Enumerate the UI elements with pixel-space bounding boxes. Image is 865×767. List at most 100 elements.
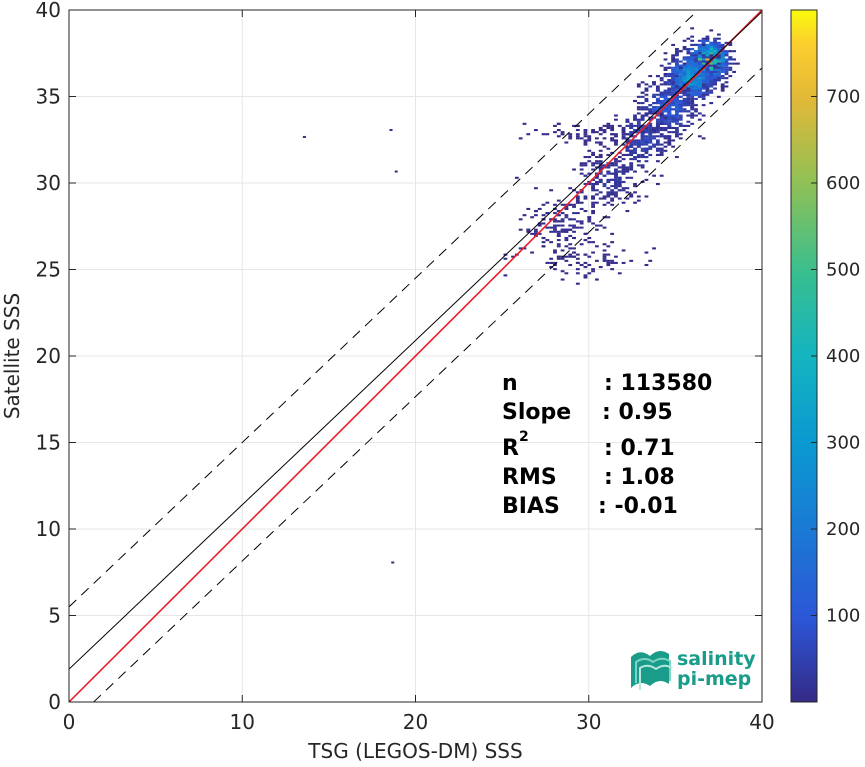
density-cell — [705, 83, 710, 86]
density-cell — [636, 106, 641, 109]
density-cell — [587, 160, 592, 163]
density-cell — [667, 112, 672, 115]
density-cell — [560, 203, 565, 206]
density-cell — [655, 93, 660, 96]
density-cell — [610, 199, 615, 202]
density-cell — [636, 124, 641, 127]
density-cell — [724, 77, 729, 80]
density-cell — [709, 68, 714, 71]
density-cell — [697, 135, 702, 138]
density-cell — [686, 110, 691, 113]
density-cell — [587, 139, 592, 142]
density-cell — [682, 83, 687, 86]
density-cell — [633, 191, 637, 194]
density-cell — [709, 62, 714, 65]
density-cell — [648, 131, 653, 134]
density-cell — [553, 268, 557, 271]
density-cell — [572, 224, 576, 227]
density-cell — [568, 135, 573, 138]
density-cell — [610, 151, 615, 154]
density-cell — [686, 50, 691, 53]
density-cell — [686, 120, 691, 123]
density-cell — [591, 183, 595, 186]
density-cell — [556, 234, 561, 237]
density-cell — [625, 137, 630, 140]
density-cell — [671, 91, 676, 94]
density-cell — [678, 85, 683, 88]
density-cell — [663, 93, 668, 96]
density-cell — [644, 89, 649, 92]
density-cell — [678, 137, 683, 140]
density-cell — [732, 70, 737, 73]
density-cell — [655, 147, 660, 150]
density-cell — [655, 149, 660, 152]
density-cell — [534, 129, 538, 132]
density-cell — [625, 141, 630, 144]
density-cell — [575, 191, 580, 194]
density-cell — [705, 54, 710, 57]
density-cell — [579, 191, 584, 194]
density-cell — [659, 147, 664, 150]
density-cell — [675, 58, 679, 61]
density-cell — [709, 83, 714, 86]
density-cell — [716, 77, 721, 80]
density-cell — [720, 85, 725, 88]
density-cell — [644, 129, 649, 132]
density-cell — [579, 220, 584, 223]
density-cell — [663, 120, 668, 123]
density-cell — [621, 126, 626, 130]
density-cell — [556, 214, 561, 217]
density-cell — [530, 216, 535, 219]
density-cell — [556, 209, 561, 213]
density-cell — [549, 257, 554, 260]
density-cell — [701, 114, 706, 117]
density-cell — [690, 122, 695, 125]
density-cell — [694, 87, 698, 90]
density-cell — [675, 72, 679, 76]
colorbar-tick-label: 400 — [826, 346, 860, 367]
density-cell-outlier — [302, 135, 306, 138]
density-cell — [716, 45, 721, 49]
density-cell — [633, 129, 637, 132]
density-cell — [694, 62, 698, 65]
density-cell — [598, 178, 603, 181]
salinity-pimep-logo: salinity pi-mep — [631, 648, 756, 690]
density-cell — [591, 164, 595, 167]
density-cell — [598, 143, 603, 146]
density-cell — [598, 141, 603, 144]
density-cell — [591, 168, 595, 171]
density-cell — [694, 83, 698, 86]
density-cell — [652, 174, 656, 177]
density-cell — [663, 66, 668, 69]
density-cell — [636, 85, 641, 88]
density-cell — [682, 102, 687, 105]
density-cell — [579, 243, 584, 246]
density-cell — [716, 37, 721, 40]
density-cell — [572, 203, 576, 206]
density-cell — [659, 129, 664, 132]
density-cell — [598, 172, 603, 175]
density-cell — [728, 68, 733, 71]
density-cell — [652, 106, 656, 109]
density-cell — [709, 79, 714, 82]
density-cell — [636, 164, 641, 167]
density-cell — [621, 143, 626, 146]
density-cell — [614, 193, 618, 196]
density-cell — [545, 261, 550, 264]
density-cell — [621, 187, 626, 190]
density-cell — [610, 191, 615, 194]
density-cell — [644, 97, 649, 100]
density-cell — [675, 110, 679, 113]
density-cell — [705, 52, 710, 55]
density-cell — [705, 50, 710, 53]
density-cell — [648, 112, 653, 115]
density-cell — [636, 143, 641, 146]
y-tick-label: 10 — [36, 517, 61, 541]
density-cell — [640, 91, 645, 94]
density-cell — [667, 110, 672, 113]
density-cell — [644, 99, 649, 103]
density-cell — [682, 99, 687, 103]
density-cell — [568, 255, 573, 258]
density-cell — [610, 133, 615, 136]
density-cell — [541, 241, 546, 244]
